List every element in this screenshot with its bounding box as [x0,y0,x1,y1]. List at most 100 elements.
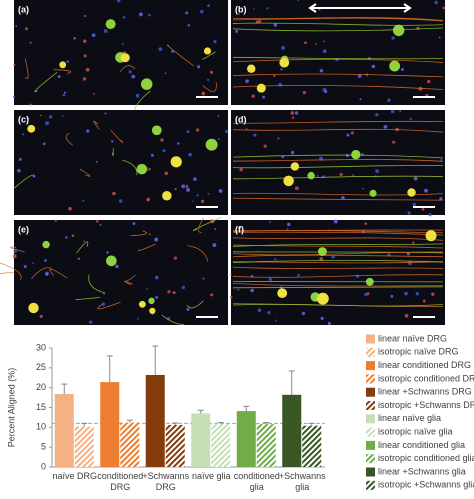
cell-dot [147,13,151,17]
cell-dot [424,188,428,193]
cell-dot [77,257,81,260]
cell-dot [48,115,53,119]
cell-dot [316,175,319,177]
cell-dot [118,199,123,203]
cell-dot [196,194,199,197]
cell-dot [400,68,404,71]
neurite [0,262,22,281]
cell-dot [408,261,412,266]
cell-dot [262,95,266,99]
legend-label: linear conditioned glia [378,440,465,450]
y-tick-label: 15 [36,402,46,412]
legend-swatch [366,454,375,464]
cell-dot [154,295,159,300]
cell-dot [415,291,420,296]
cell-dot [111,140,114,143]
bar [282,394,302,467]
cell-dot [250,288,254,293]
neurite [232,22,444,26]
cell-dot [95,160,98,163]
neurite [65,132,73,146]
cell-dot [83,14,87,18]
cell-dot [280,67,283,71]
soma [256,83,266,93]
neurite [232,259,444,263]
cell-dot [273,23,278,27]
cell-dot [212,243,217,248]
cell-dot [186,187,190,192]
bar [302,425,322,467]
soma [365,277,374,286]
cell-dot [375,169,380,174]
cell-dot [322,175,325,179]
cell-dot [29,41,32,44]
y-tick-label: 10 [36,422,46,432]
cell-dot [406,252,410,256]
cell-dot [63,91,67,94]
cell-dot [17,168,21,173]
neurite [232,165,444,169]
neurite [186,300,204,309]
x-tick-label: naïve DRG [52,471,98,481]
soma [151,125,162,136]
cell-dot [391,36,395,40]
neurite [79,168,91,177]
neurite [124,274,136,282]
cell-dot [273,74,276,78]
cell-dot [154,237,159,242]
bar [145,374,165,467]
cell-dot [422,299,426,303]
cell-dot [45,121,50,126]
soma [247,64,256,73]
cell-dot [304,41,307,45]
cell-dot [207,192,210,195]
cell-dot [371,64,376,69]
soma [149,307,156,314]
cell-dot [352,174,355,177]
legend-label: isotropic naïve glia [378,426,453,436]
x-tick-label: +Schwanns glia [278,471,326,492]
cell-dot [71,234,75,237]
micrograph [231,110,445,215]
cell-dot [29,103,32,106]
legend-swatch [366,361,375,371]
cell-dot [294,186,299,191]
x-tick-label: +Schwanns DRG [142,471,190,492]
cell-dot [57,75,61,79]
cell-dot [320,316,324,320]
cell-dot [185,11,189,15]
bar [211,423,231,467]
cell-dot [150,153,154,157]
cell-dot [434,0,438,5]
cell-dot [132,222,136,226]
legend-swatch [366,374,375,384]
neurite [34,71,58,93]
micrograph [231,220,445,325]
bar [165,424,185,467]
cell-dot [54,219,57,222]
neurite [232,154,444,159]
neurite [13,174,34,189]
cell-dot [121,43,124,46]
legend-swatch [366,440,375,450]
neurite [10,246,25,253]
neurite [166,44,194,67]
cell-dot [116,0,121,3]
cell-dot [364,222,368,225]
cell-dot [319,257,324,261]
cell-dot [146,197,151,202]
cell-dot [195,128,200,132]
cell-dot [225,130,229,134]
cell-dot [350,131,354,135]
cell-dot [297,273,300,277]
cell-dot [322,40,325,43]
neurite [75,296,100,300]
cell-dot [23,265,27,268]
cell-dot [383,124,388,129]
cell-dot [291,116,295,119]
cell-dot [186,308,190,311]
cell-dot [82,199,85,202]
cell-dot [207,78,210,82]
cell-dot [277,137,280,140]
